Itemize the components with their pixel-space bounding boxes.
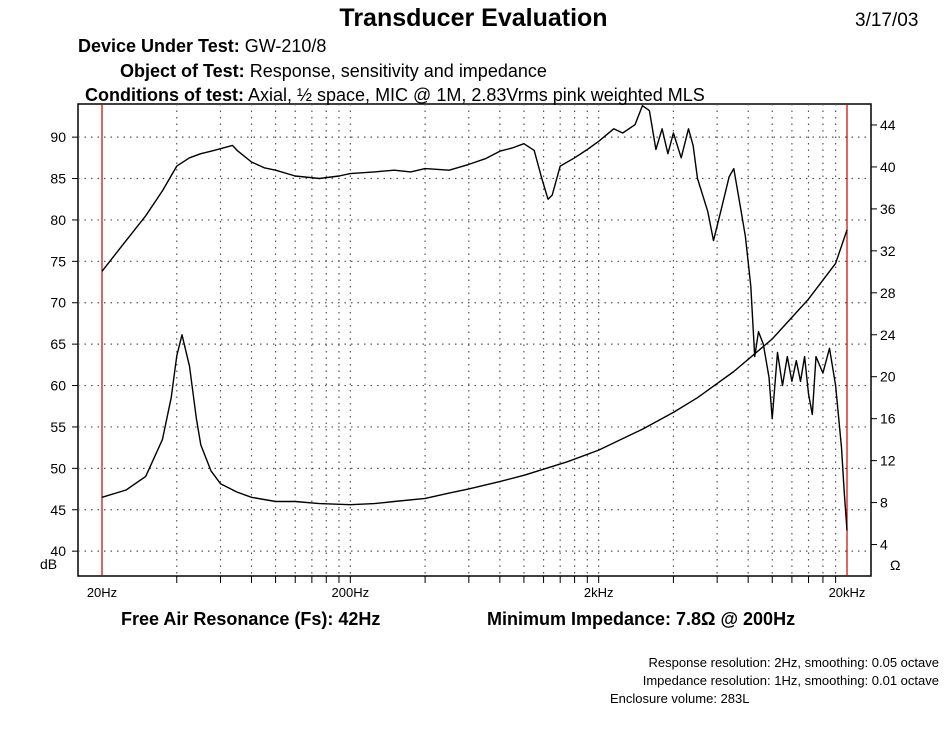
y-right-tick-label: 32	[880, 243, 896, 259]
y-right-tick-label: 8	[880, 495, 888, 511]
y-left-tick-label: 60	[50, 378, 66, 394]
x-tick-label: 2kHz	[584, 585, 614, 600]
device-value: GW-210/8	[244, 36, 327, 56]
y-left-tick-label: 40	[50, 543, 66, 559]
impedance-curve	[101, 229, 848, 506]
conditions-value: Axial, ½ space, MIC @ 1M, 2.83Vrms pink …	[248, 85, 705, 105]
y-right-axis-label: Ω	[890, 557, 900, 573]
x-tick-label: 20kHz	[829, 585, 866, 600]
y-right-tick-label: 12	[880, 453, 896, 469]
y-left-tick-label: 65	[50, 336, 66, 352]
y-left-axis-label: dB	[40, 556, 57, 572]
impedance-resolution-note: Impedance resolution: 1Hz, smoothing: 0.…	[642, 673, 939, 688]
y-left-tick-label: 75	[50, 253, 66, 269]
conditions-of-test: Conditions of test: Axial, ½ space, MIC …	[85, 85, 705, 106]
x-tick-label: 200Hz	[332, 585, 370, 600]
conditions-label: Conditions of test:	[85, 85, 244, 105]
y-right-tick-label: 16	[880, 411, 896, 427]
y-right-tick-label: 4	[880, 537, 888, 553]
y-right-tick-label: 20	[880, 369, 896, 385]
minimum-impedance: Minimum Impedance: 7.8Ω @ 200Hz	[487, 609, 796, 629]
y-right-tick-label: 36	[880, 201, 896, 217]
y-left-tick-label: 90	[50, 129, 66, 145]
response-resolution-note: Response resolution: 2Hz, smoothing: 0.0…	[648, 655, 939, 670]
enclosure-volume-note: Enclosure volume: 283L	[610, 691, 750, 706]
y-left-tick-label: 85	[50, 171, 66, 187]
y-right-tick-label: 44	[880, 117, 896, 133]
device-under-test: Device Under Test: GW-210/8	[78, 36, 326, 57]
y-right-tick-label: 40	[880, 159, 896, 175]
response-curve	[101, 104, 848, 531]
y-right-tick-label: 28	[880, 285, 896, 301]
y-left-tick-label: 45	[50, 502, 66, 518]
free-air-resonance: Free Air Resonance (Fs): 42Hz	[121, 609, 381, 629]
y-left-tick-label: 80	[50, 212, 66, 228]
chart-title: Transducer Evaluation	[339, 4, 608, 32]
y-left-tick-label: 55	[50, 419, 66, 435]
object-label: Object of Test:	[120, 61, 245, 81]
plot-frame	[77, 103, 872, 577]
x-tick-label: 20Hz	[87, 585, 117, 600]
test-date: 3/17/03	[855, 10, 919, 31]
object-value: Response, sensitivity and impedance	[249, 61, 547, 81]
y-right-tick-label: 24	[880, 327, 896, 343]
device-label: Device Under Test:	[78, 36, 240, 56]
y-left-tick-label: 70	[50, 295, 66, 311]
y-left-tick-label: 50	[50, 460, 66, 476]
object-of-test: Object of Test: Response, sensitivity an…	[120, 61, 547, 82]
